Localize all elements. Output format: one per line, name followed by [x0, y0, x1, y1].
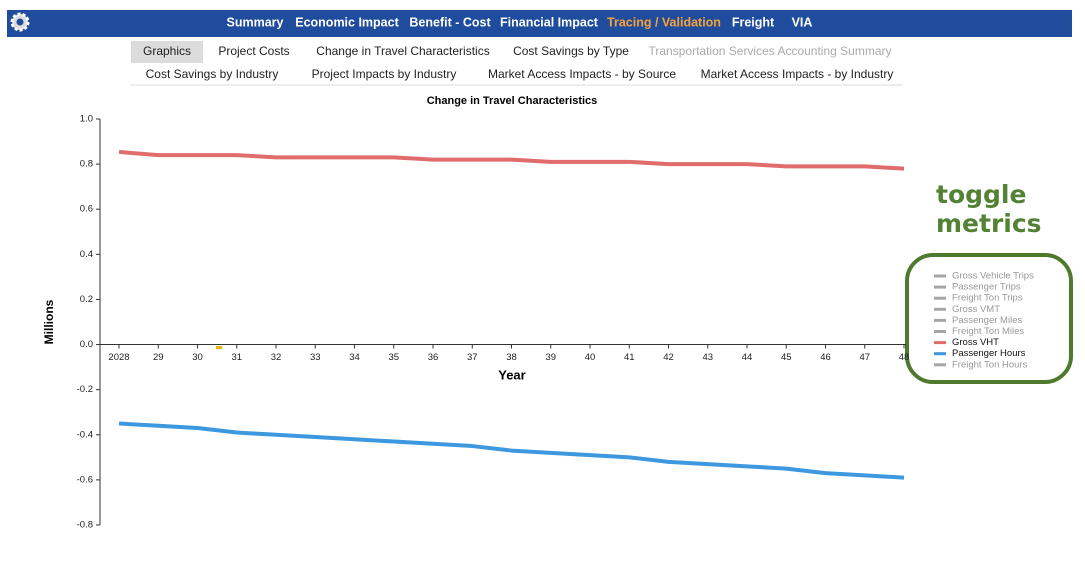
x-tick-label: 2028 — [108, 352, 129, 363]
tab[interactable]: Graphics — [143, 44, 191, 58]
x-tick-label: 37 — [467, 352, 478, 363]
legend-entry[interactable]: Gross VHT — [952, 337, 999, 348]
legend-entry[interactable]: Freight Ton Trips — [952, 293, 1023, 304]
y-tick-label: 0.2 — [80, 294, 93, 305]
y-tick-label: 0.8 — [80, 159, 93, 170]
tab[interactable]: Cost Savings by Type — [513, 44, 629, 58]
tab[interactable]: Project Impacts by Industry — [312, 67, 457, 81]
annotation: toggle metrics — [936, 180, 1042, 238]
y-tick-label: 0.6 — [80, 204, 93, 215]
y-tick-label: -0.4 — [77, 429, 93, 440]
x-tick-label: 32 — [271, 352, 282, 363]
nav-item[interactable]: VIA — [792, 15, 813, 29]
series-line — [118, 149, 905, 171]
scroll-marker — [216, 346, 222, 349]
tab: Transportation Services Accounting Summa… — [649, 44, 892, 58]
nav-item[interactable]: Economic Impact — [295, 15, 399, 29]
x-tick-label: 41 — [624, 352, 635, 363]
legend-entry[interactable]: Gross Vehicle Trips — [952, 271, 1034, 282]
x-tick-label: 31 — [231, 352, 242, 363]
y-axis-label: Millions — [42, 299, 56, 344]
tab-selected-bg — [131, 41, 203, 63]
y-tick-label: -0.8 — [77, 520, 93, 531]
nav-item[interactable]: Financial Impact — [500, 15, 599, 29]
y-tick-label: 0.0 — [80, 339, 93, 350]
x-tick-label: 45 — [781, 352, 792, 363]
nav-item[interactable]: Tracing / Validation — [607, 15, 721, 29]
y-tick-label: -0.6 — [77, 474, 93, 485]
x-tick-label: 35 — [388, 352, 399, 363]
y-tick-label: 1.0 — [80, 114, 93, 125]
x-tick-label: 48 — [899, 352, 910, 363]
x-tick-label: 29 — [153, 352, 164, 363]
x-tick-label: 47 — [859, 352, 870, 363]
settings-icon[interactable] — [10, 12, 30, 32]
tab[interactable]: Change in Travel Characteristics — [316, 44, 489, 58]
legend-entry[interactable]: Passenger Miles — [952, 315, 1022, 326]
nav-bar — [7, 10, 1072, 37]
tab[interactable]: Market Access Impacts - by Industry — [701, 67, 894, 81]
legend-entry[interactable]: Freight Ton Miles — [952, 326, 1024, 337]
x-tick-label: 38 — [506, 352, 517, 363]
x-tick-label: 34 — [349, 352, 360, 363]
x-tick-label: 42 — [663, 352, 674, 363]
tab[interactable]: Cost Savings by Industry — [146, 67, 279, 81]
x-tick-label: 30 — [192, 352, 203, 363]
legend-entry[interactable]: Freight Ton Hours — [952, 359, 1028, 370]
legend-entry[interactable]: Gross VMT — [952, 304, 1000, 315]
nav-item[interactable]: Freight — [732, 15, 775, 29]
x-tick-label: 46 — [820, 352, 831, 363]
x-tick-label: 43 — [702, 352, 713, 363]
x-tick-label: 40 — [585, 352, 596, 363]
y-tick-label: 0.4 — [80, 249, 93, 260]
y-tick-label: -0.2 — [77, 384, 93, 395]
nav-item[interactable]: Benefit - Cost — [409, 15, 491, 29]
x-tick-label: 39 — [545, 352, 556, 363]
x-tick-label: 36 — [428, 352, 439, 363]
tab[interactable]: Market Access Impacts - by Source — [488, 67, 676, 81]
annotation-outline — [905, 253, 1073, 384]
tab[interactable]: Project Costs — [218, 44, 289, 58]
x-tick-label: 44 — [742, 352, 753, 363]
nav-item[interactable]: Summary — [227, 15, 284, 29]
series-line — [118, 421, 905, 480]
legend-entry[interactable]: Passenger Hours — [952, 348, 1026, 359]
chart-title: Change in Travel Characteristics — [427, 95, 598, 107]
legend-entry[interactable]: Passenger Trips — [952, 282, 1021, 293]
x-axis-label: Year — [498, 367, 525, 382]
x-tick-label: 33 — [310, 352, 321, 363]
